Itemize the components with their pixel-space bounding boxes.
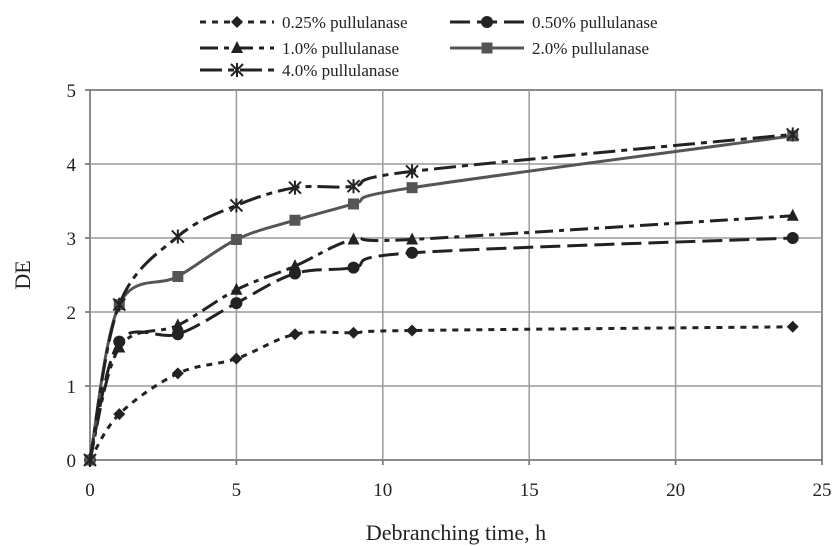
plot-frame bbox=[89, 89, 823, 461]
triangle-marker bbox=[113, 340, 126, 353]
star-marker bbox=[288, 180, 302, 195]
square-marker bbox=[348, 198, 360, 210]
legend-label: 1.0% pullulanase bbox=[282, 39, 399, 58]
diamond-marker bbox=[231, 16, 243, 28]
y-tick-label: 2 bbox=[67, 303, 77, 324]
diamond-marker bbox=[113, 408, 126, 421]
y-tick-label: 1 bbox=[67, 377, 77, 398]
series-3 bbox=[84, 208, 799, 465]
diamond-marker bbox=[347, 326, 360, 339]
tick-labels: 0 5 10 15 20 25 0 1 2 3 4 5 bbox=[67, 81, 832, 501]
y-axis-title: DE bbox=[10, 260, 35, 289]
x-tick-label: 0 bbox=[85, 480, 95, 501]
legend-label: 0.25% pullulanase bbox=[282, 13, 408, 32]
diamond-marker bbox=[171, 367, 184, 380]
series-layer bbox=[83, 127, 800, 467]
star-marker bbox=[171, 229, 185, 244]
triangle-marker bbox=[786, 208, 799, 221]
diamond-marker bbox=[406, 324, 419, 337]
square-marker bbox=[172, 270, 184, 282]
x-tick-label: 20 bbox=[666, 480, 685, 501]
x-tick-label: 15 bbox=[520, 480, 539, 501]
square-marker bbox=[289, 214, 301, 226]
star-marker bbox=[112, 297, 126, 312]
x-axis-title: Debranching time, h bbox=[366, 520, 546, 545]
x-tick-label: 5 bbox=[232, 480, 242, 501]
square-marker bbox=[481, 42, 493, 54]
series-line bbox=[88, 236, 793, 461]
legend-item: 0.50% pullulanase bbox=[450, 13, 658, 32]
star-marker bbox=[83, 453, 97, 467]
diamond-marker bbox=[230, 352, 243, 365]
square-marker bbox=[230, 233, 242, 245]
triangle-marker bbox=[231, 41, 243, 53]
triangle-marker bbox=[230, 282, 243, 295]
series-1 bbox=[84, 320, 799, 466]
legend-label: 0.50% pullulanase bbox=[532, 13, 658, 32]
circle-marker bbox=[786, 232, 799, 244]
y-tick-label: 3 bbox=[67, 229, 77, 250]
triangle-marker bbox=[347, 232, 360, 245]
x-tick-label: 10 bbox=[373, 480, 392, 501]
legend: 0.25% pullulanase 0.50% pullulanase 1.0% p… bbox=[200, 13, 658, 80]
star-marker bbox=[229, 198, 244, 213]
y-tick-label: 0 bbox=[67, 451, 77, 472]
triangle-marker bbox=[406, 232, 419, 245]
triangle-marker bbox=[171, 318, 184, 331]
star-marker bbox=[786, 127, 800, 142]
legend-item: 2.0% pullulanase bbox=[450, 39, 649, 58]
series-line bbox=[88, 214, 793, 461]
diamond-marker bbox=[786, 320, 799, 333]
circle-marker bbox=[171, 328, 184, 341]
series-4 bbox=[84, 130, 799, 466]
legend-item: 4.0% pullulanase bbox=[200, 61, 399, 80]
circle-marker bbox=[347, 261, 360, 274]
legend-item: 1.0% pullulanase bbox=[200, 39, 399, 58]
series-line bbox=[88, 134, 793, 461]
star-marker bbox=[405, 164, 419, 179]
circle-marker bbox=[481, 16, 493, 28]
triangle-marker bbox=[288, 259, 301, 272]
circle-marker bbox=[406, 246, 419, 259]
circle-marker bbox=[230, 297, 243, 310]
square-marker bbox=[406, 182, 418, 194]
x-tick-label: 25 bbox=[813, 480, 832, 501]
series-line bbox=[88, 325, 793, 461]
y-tick-label: 5 bbox=[67, 81, 77, 102]
legend-item: 0.25% pullulanase bbox=[200, 13, 408, 32]
legend-label: 2.0% pullulanase bbox=[532, 39, 649, 58]
series-5 bbox=[83, 127, 800, 467]
diamond-marker bbox=[288, 328, 301, 341]
star-marker bbox=[230, 63, 244, 77]
star-marker bbox=[346, 179, 361, 194]
legend-label: 4.0% pullulanase bbox=[282, 61, 399, 80]
y-tick-label: 4 bbox=[67, 155, 77, 176]
